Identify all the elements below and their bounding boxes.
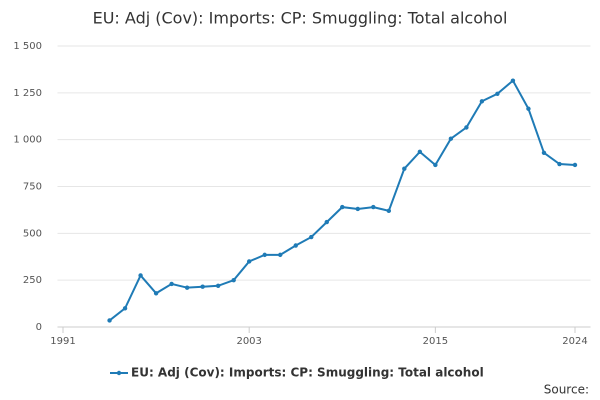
data-point: [417, 149, 423, 155]
data-point: [433, 162, 438, 168]
data-point: [169, 281, 174, 287]
data-point: [215, 283, 221, 288]
data-point: [246, 259, 252, 264]
data-point: [324, 219, 329, 225]
data-point: [541, 150, 547, 155]
data-point: [479, 99, 485, 104]
data-point: [355, 206, 360, 212]
data-point: [122, 306, 128, 311]
data-point: [153, 291, 159, 296]
x-tick-label: 2003: [236, 336, 261, 347]
chart-title: EU: Adj (Cov): Imports: CP: Smuggling: T…: [93, 9, 508, 28]
source: Source:: [544, 383, 589, 397]
data-point: [293, 243, 298, 248]
y-tick-label: 750: [23, 182, 42, 193]
data-point: [557, 161, 562, 167]
y-tick-label: 1 500: [13, 41, 42, 52]
data-point: [572, 162, 578, 168]
legend-swatch-dot: [116, 370, 122, 376]
data-point: [184, 285, 190, 290]
y-tick-label: 1 250: [13, 88, 42, 99]
series-line: [108, 79, 576, 322]
data-point: [262, 252, 267, 258]
data-point: [107, 318, 112, 323]
data-point: [402, 166, 407, 171]
legend-label: EU: Adj (Cov): Imports: CP: Smuggling: T…: [131, 366, 484, 380]
x-tick-label: 1991: [50, 336, 75, 347]
data-point: [200, 284, 205, 289]
data-point: [138, 273, 143, 278]
y-tick-label: 500: [23, 228, 42, 239]
data-point: [510, 78, 516, 83]
x-tick-label: 2015: [423, 336, 448, 347]
y-tick-label: 1 000: [13, 135, 42, 146]
data-point: [526, 106, 531, 111]
y-tick-label: 250: [23, 275, 42, 286]
data-point: [371, 204, 376, 210]
data-point: [309, 234, 314, 240]
data-point: [278, 252, 283, 258]
data-point: [495, 91, 500, 96]
data-point: [386, 208, 392, 214]
data-point: [231, 277, 236, 283]
data-point: [340, 204, 345, 210]
y-tick-label: 0: [36, 322, 42, 333]
data-point: [464, 125, 469, 130]
x-tick-label: 2024: [562, 336, 587, 347]
data-point: [448, 136, 454, 141]
